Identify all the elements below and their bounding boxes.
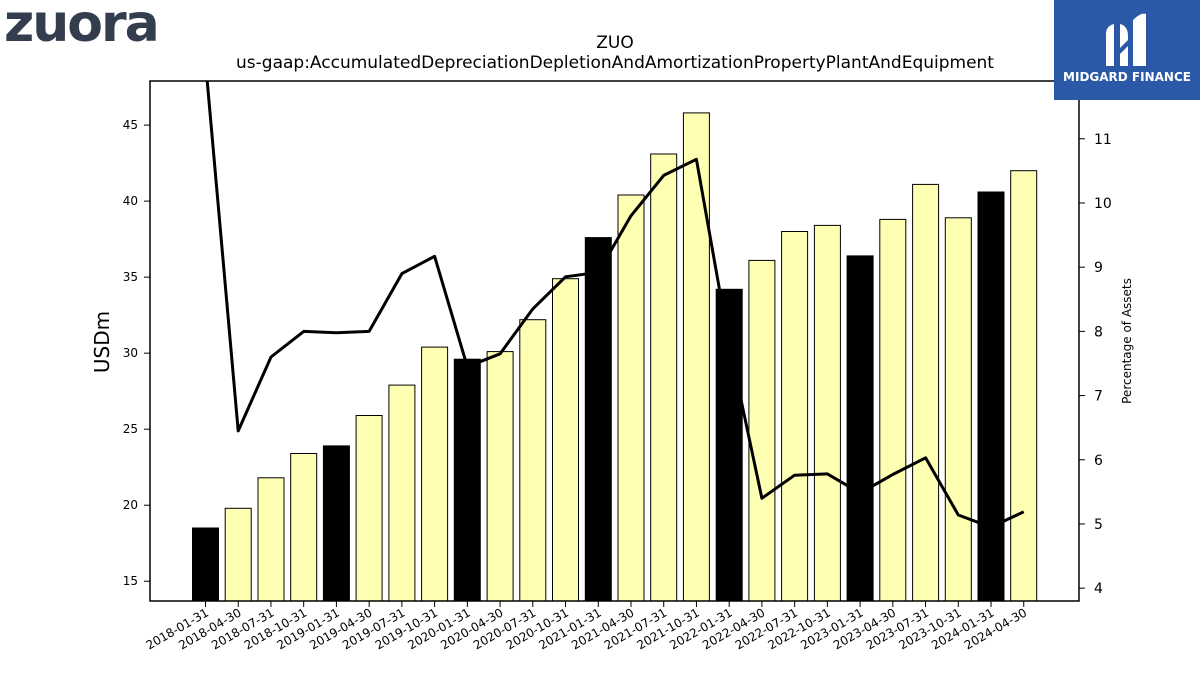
left-axis: 15 20 25 30 35 40 45 <box>123 118 150 588</box>
y2-axis-label: Percentage of Assets <box>1120 278 1134 404</box>
bar <box>290 453 318 602</box>
y2-tick-label: 8 <box>1094 324 1103 340</box>
bar <box>682 112 710 602</box>
bar <box>519 319 547 602</box>
bar-fiscal-year-end <box>453 358 481 602</box>
line-layer <box>205 81 1025 529</box>
y-tick-label: 40 <box>123 194 138 208</box>
y-tick-label: 20 <box>123 498 138 512</box>
midgard-logo-text: MIDGARD FINANCE <box>1063 70 1191 84</box>
bar-fiscal-year-end <box>977 191 1005 602</box>
midgard-finance-logo: MIDGARD FINANCE <box>1054 0 1200 100</box>
y2-tick-label: 10 <box>1094 196 1112 212</box>
y2-tick-label: 11 <box>1094 132 1112 148</box>
y2-tick-label: 4 <box>1094 581 1103 597</box>
bar <box>912 183 940 602</box>
bar <box>813 224 841 602</box>
bar <box>552 278 579 602</box>
midgard-logo-icon <box>1106 13 1146 67</box>
y2-tick-label: 5 <box>1094 517 1103 533</box>
bar <box>355 415 383 602</box>
bar <box>486 351 514 602</box>
y2-tick-label: 6 <box>1094 453 1103 469</box>
y2-tick-label: 7 <box>1094 389 1103 405</box>
bar <box>388 384 416 602</box>
bars-layer <box>192 112 1038 602</box>
bar-fiscal-year-end <box>846 255 874 602</box>
bar <box>944 217 972 602</box>
bar <box>781 231 809 602</box>
bar <box>1010 170 1038 602</box>
bar-fiscal-year-end <box>192 527 219 602</box>
bar <box>257 477 285 602</box>
y2-tick-label: 9 <box>1094 260 1103 276</box>
y-tick-label: 45 <box>123 118 138 132</box>
x-axis: 2018-01-312018-04-302018-07-312018-10-31… <box>144 601 1029 652</box>
y-tick-label: 25 <box>123 422 138 436</box>
zuora-logo: zuora <box>4 0 160 54</box>
bar-fiscal-year-end <box>584 237 612 602</box>
percentage-line <box>205 81 1025 529</box>
y-tick-label: 30 <box>123 346 138 360</box>
bar <box>224 507 252 602</box>
bar-fiscal-year-end <box>322 445 350 602</box>
bar <box>617 194 645 602</box>
bar <box>879 218 907 602</box>
bar <box>421 346 449 602</box>
y-tick-label: 35 <box>123 270 138 284</box>
y-tick-label: 15 <box>123 574 138 588</box>
bar <box>650 153 678 602</box>
chart-title: ZUO <box>596 33 633 53</box>
plot-frame <box>149 80 1080 602</box>
y-axis-label: USDm <box>90 311 114 373</box>
bar <box>748 259 776 602</box>
chart-subtitle: us-gaap:AccumulatedDepreciationDepletion… <box>236 53 994 73</box>
right-axis: 4 5 6 7 8 9 10 11 <box>1079 132 1112 597</box>
